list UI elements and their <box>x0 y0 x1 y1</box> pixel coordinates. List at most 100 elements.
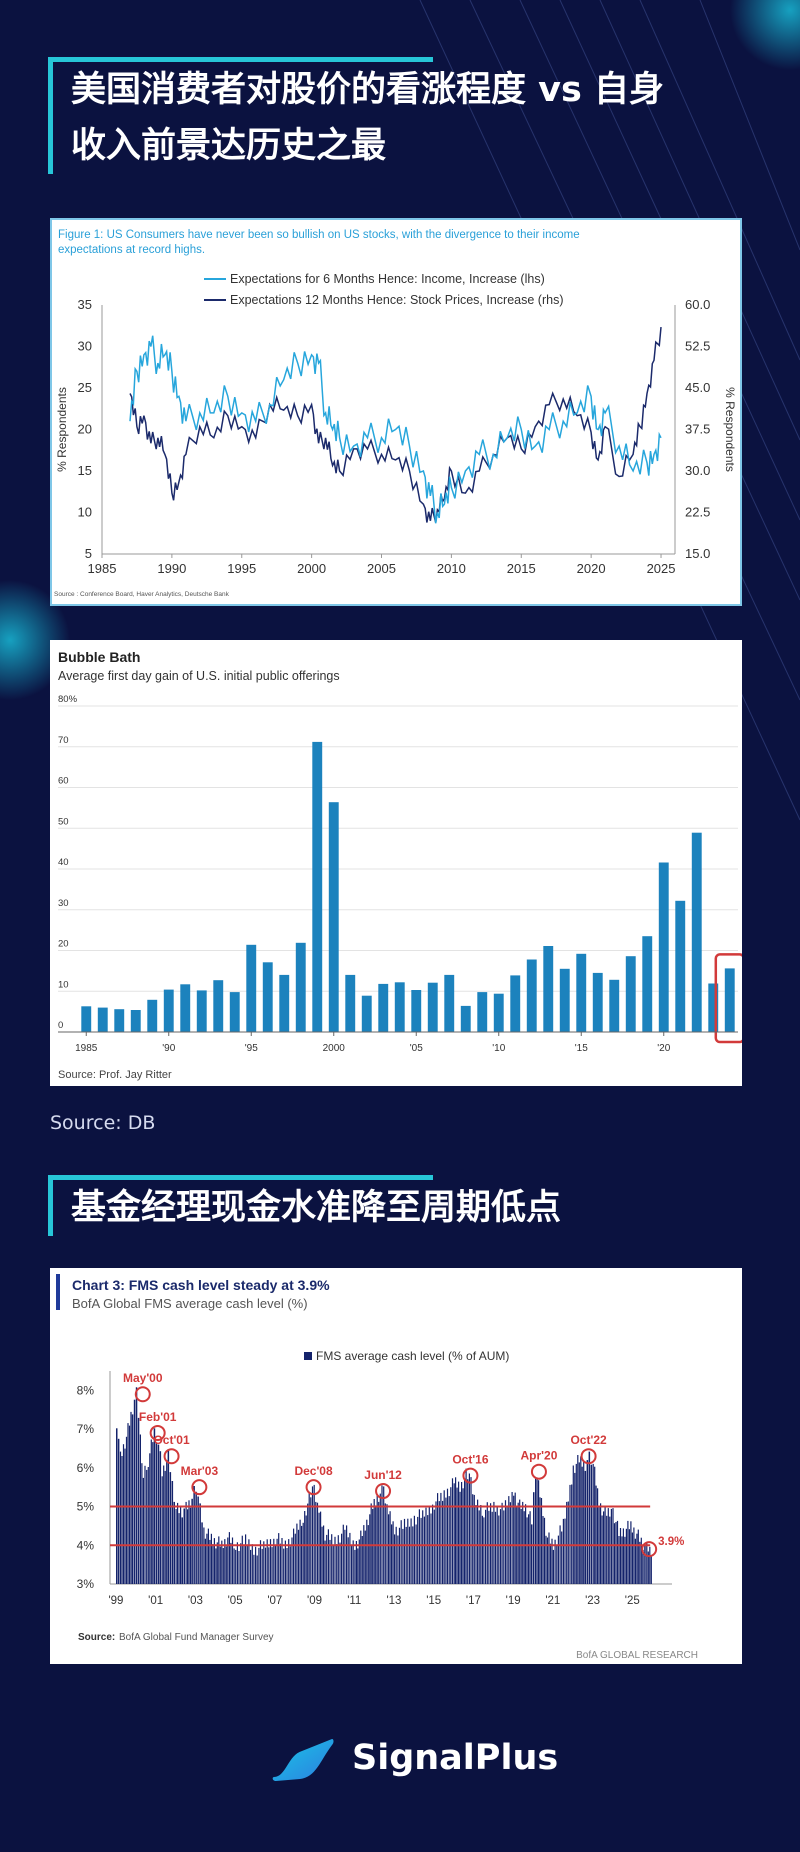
y-tick-label: 50 <box>58 816 69 827</box>
cash-level-bar <box>562 1518 564 1584</box>
annotation-circle <box>305 1479 322 1496</box>
chart-title: Bubble Bath <box>58 649 140 665</box>
y-right-tick-label: 37.5 <box>685 422 710 437</box>
cash-level-bar <box>597 1488 599 1584</box>
cash-level-bar <box>251 1544 253 1584</box>
cash-level-bar <box>592 1463 594 1584</box>
cash-level-bar <box>259 1540 262 1584</box>
bar-2007 <box>444 974 455 1032</box>
legend-label: Expectations 12 Months Hence: Stock Pric… <box>230 293 563 307</box>
x-tick-label: '23 <box>585 1595 600 1607</box>
cash-level-bar <box>610 1508 612 1584</box>
cash-level-bar <box>246 1545 248 1584</box>
cash-level-bar <box>445 1497 447 1584</box>
cash-level-bar <box>481 1515 483 1584</box>
bar-2018 <box>625 956 636 1032</box>
cash-level-bar <box>305 1515 307 1584</box>
cash-level-bar <box>395 1526 397 1584</box>
cash-level-bar <box>222 1548 224 1584</box>
cash-level-bar <box>554 1539 556 1584</box>
cash-level-bar <box>370 1503 372 1584</box>
cash-level-bar <box>642 1549 644 1584</box>
cash-level-bar <box>331 1534 333 1584</box>
cash-level-bar <box>299 1519 301 1584</box>
annotation-label: Jun'12 <box>364 1468 402 1482</box>
cash-level-bar <box>586 1460 589 1584</box>
cash-level-bar <box>644 1544 646 1584</box>
cash-level-bar <box>124 1448 126 1584</box>
cash-level-bar <box>400 1520 402 1584</box>
cash-level-bar <box>405 1526 407 1584</box>
bar-1993 <box>213 980 224 1032</box>
cash-level-bar <box>121 1456 123 1584</box>
cash-level-bar <box>266 1539 268 1584</box>
brand-name: SignalPlus <box>352 1738 559 1778</box>
cash-level-bar <box>255 1546 257 1584</box>
cash-level-bar <box>408 1526 411 1584</box>
chart-source-label: Source: <box>78 1632 115 1643</box>
bar-1987 <box>114 1009 125 1032</box>
cash-level-bar <box>221 1540 223 1584</box>
cash-level-bar <box>448 1496 450 1584</box>
cash-level-bar <box>384 1503 386 1584</box>
cash-level-bar <box>310 1497 312 1584</box>
cash-level-bar <box>150 1439 152 1584</box>
bar-1995 <box>246 944 257 1032</box>
y-tick-label: 8% <box>77 1383 95 1397</box>
cash-level-bar <box>339 1542 341 1584</box>
bar-1999 <box>312 741 323 1032</box>
annotation-label: Mar'03 <box>181 1464 219 1478</box>
cash-level-bar <box>245 1534 247 1584</box>
y-left-tick-label: 25 <box>78 380 92 395</box>
cash-level-bar <box>504 1500 507 1584</box>
cash-level-bar <box>438 1501 440 1584</box>
x-tick-label: '05 <box>228 1595 243 1607</box>
cash-level-bar <box>248 1539 250 1584</box>
cash-level-bar <box>241 1535 243 1584</box>
cash-level-bar <box>225 1546 227 1584</box>
cash-level-bar <box>342 1524 344 1584</box>
cash-level-bar <box>511 1492 513 1584</box>
bar-2024 <box>724 968 735 1032</box>
chart-title: expectations at record highs. <box>58 244 205 256</box>
cash-level-bar <box>493 1501 495 1584</box>
cash-level-bar <box>210 1533 212 1584</box>
cash-level-bar <box>354 1549 356 1584</box>
cash-level-bar <box>336 1544 338 1584</box>
cash-level-bar <box>281 1538 283 1584</box>
cash-level-bar <box>128 1425 131 1584</box>
cash-level-bar <box>164 1470 166 1584</box>
cash-level-bar <box>456 1487 458 1584</box>
x-tick-label: 2010 <box>437 561 466 576</box>
cash-level-bar <box>636 1533 638 1584</box>
annotation-circle <box>375 1483 392 1500</box>
cash-level-bar <box>283 1548 285 1584</box>
cash-level-bar <box>561 1531 563 1584</box>
y-right-tick-label: 60.0 <box>685 297 710 312</box>
cash-level-bar <box>201 1522 203 1584</box>
y-left-tick-label: 20 <box>78 422 92 437</box>
y-left-tick-label: 35 <box>78 297 92 312</box>
y-right-axis-label: % Respondents <box>723 387 737 472</box>
cash-level-bar <box>173 1501 175 1584</box>
bar-2020 <box>658 862 669 1032</box>
cash-level-bar <box>147 1467 149 1584</box>
cash-level-bar <box>388 1514 390 1584</box>
x-tick-label: '15 <box>575 1043 588 1054</box>
cash-level-bar <box>627 1520 629 1584</box>
cash-level-bar <box>258 1547 260 1584</box>
cash-level-bar <box>203 1527 205 1584</box>
cash-level-bar <box>519 1499 521 1584</box>
cash-level-bar <box>417 1516 419 1584</box>
y-tick-label: 40 <box>58 857 69 868</box>
cash-level-bar <box>485 1509 487 1584</box>
cash-level-bar <box>513 1495 515 1584</box>
cash-level-bar <box>420 1517 422 1584</box>
cash-level-bar <box>308 1491 310 1584</box>
cash-level-bar <box>321 1526 323 1584</box>
cash-level-bar <box>193 1486 195 1584</box>
cash-level-bar <box>478 1510 480 1584</box>
cash-level-bar <box>235 1549 237 1584</box>
cash-level-bar <box>450 1487 452 1584</box>
cash-level-bar <box>135 1387 138 1584</box>
